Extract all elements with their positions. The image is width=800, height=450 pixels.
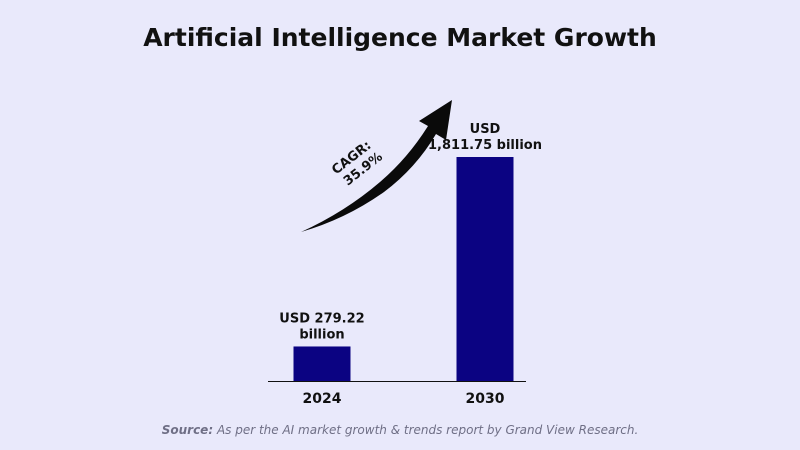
cagr-arrow — [301, 100, 452, 232]
data-label-line: billion — [299, 327, 344, 342]
data-label-2024: USD 279.22 billion — [279, 311, 364, 342]
x-tick-label: 2030 — [466, 391, 505, 407]
data-label-line: 1,811.75 billion — [428, 138, 542, 153]
source-lead: Source: — [162, 423, 213, 437]
bar-2024 — [293, 346, 351, 381]
chart-title: Artificial Intelligence Market Growth — [143, 23, 657, 52]
source-note: Source: As per the AI market growth & tr… — [162, 423, 639, 437]
cagr-arrow-shaft — [301, 100, 452, 232]
data-label-line: USD — [470, 122, 501, 137]
source-text: As per the AI market growth & trends rep… — [213, 423, 638, 437]
cagr-annotation: CAGR: 35.9% — [329, 135, 387, 190]
data-label-2030: USD 1,811.75 billion — [428, 122, 542, 153]
x-tick-label: 2024 — [303, 391, 342, 407]
data-label-line: USD 279.22 — [279, 311, 364, 326]
x-axis-ticks: 2024 2030 — [303, 391, 505, 407]
bars: USD 279.22 billion USD 1,811.75 billion — [279, 122, 542, 381]
bar-2030 — [456, 157, 514, 381]
